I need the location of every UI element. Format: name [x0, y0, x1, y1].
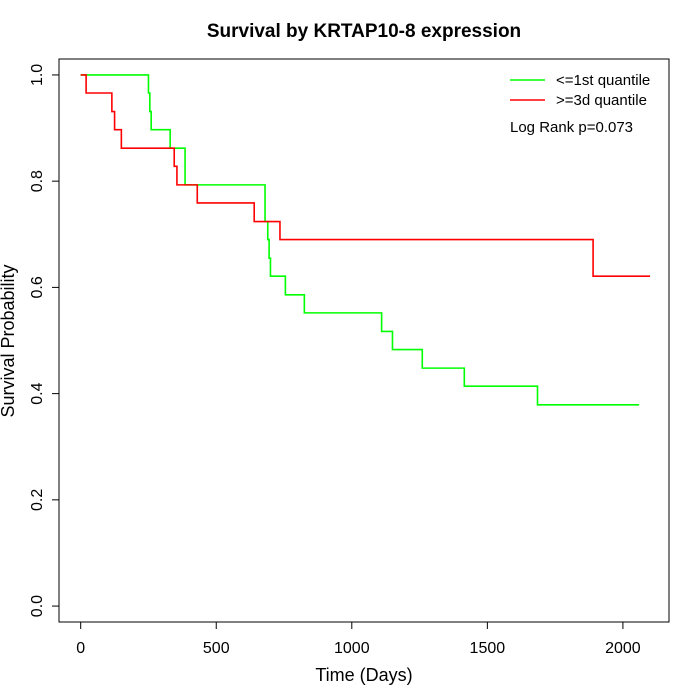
y-tick-label: 0.2: [29, 489, 46, 511]
legend-label-1: <=1st quantile: [556, 72, 650, 89]
series-line-2: [80, 74, 651, 278]
y-tick-label: 0.8: [29, 170, 46, 192]
x-tick-label: 0: [76, 640, 85, 657]
chart-title: Survival by KRTAP10-8 expression: [207, 21, 521, 42]
y-axis-label: Survival Probability: [0, 264, 18, 417]
y-tick-label: 0.0: [29, 595, 46, 617]
log-rank-annotation: Log Rank p=0.073: [510, 119, 633, 136]
legend-label-2: >=3d quantile: [556, 92, 647, 109]
y-axis: 0.0 0.2 0.4 0.6 0.8 1.0: [29, 64, 60, 617]
x-axis: 0 500 1000 1500 2000: [76, 621, 641, 657]
plot-frame: [58, 58, 670, 623]
x-tick-label: 500: [203, 640, 230, 657]
series-layer: [80, 74, 651, 406]
x-axis-label: Time (Days): [315, 665, 412, 685]
x-tick-label: 2000: [605, 640, 641, 657]
y-tick-label: 0.4: [29, 382, 46, 404]
series-line-1: [80, 74, 640, 406]
x-tick-label: 1000: [334, 640, 370, 657]
x-tick-label: 1500: [470, 640, 506, 657]
legend: <=1st quantile >=3d quantile: [510, 72, 650, 109]
y-tick-label: 0.6: [29, 276, 46, 298]
y-tick-label: 1.0: [29, 64, 46, 86]
